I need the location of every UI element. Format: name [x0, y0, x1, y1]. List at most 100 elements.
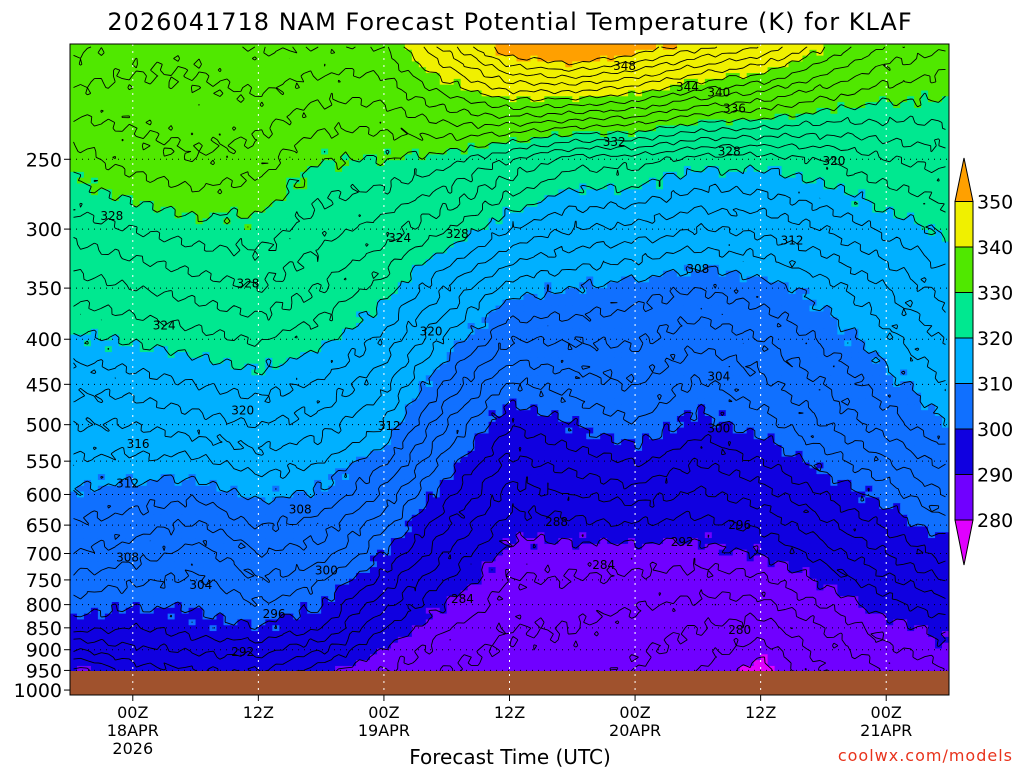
- contour-cell: [258, 73, 266, 79]
- contour-cell: [279, 108, 287, 114]
- contour-cell: [635, 271, 643, 277]
- contour-cell: [816, 56, 824, 62]
- contour-cell: [237, 253, 245, 259]
- contour-cell: [921, 114, 929, 120]
- contour-cell: [168, 253, 176, 259]
- contour-cell: [426, 56, 434, 62]
- contour-cell: [112, 131, 120, 137]
- contour-cell: [516, 247, 524, 253]
- contour-cell: [796, 149, 804, 155]
- contour-cell: [496, 207, 504, 213]
- contour-cell: [942, 137, 950, 143]
- contour-cell: [314, 236, 322, 242]
- contour-cell: [865, 79, 873, 85]
- contour-cell: [523, 149, 531, 155]
- contour-cell: [140, 125, 148, 131]
- contour-cell: [244, 102, 252, 108]
- contour-cell: [475, 178, 483, 184]
- contour-cell: [844, 96, 852, 102]
- contour-cell: [98, 91, 106, 97]
- contour-cell: [482, 137, 490, 143]
- contour-cell: [405, 143, 413, 149]
- contour-cell: [656, 247, 664, 253]
- contour-cell: [789, 224, 797, 230]
- contour-cell: [914, 154, 922, 160]
- contour-cell: [77, 259, 85, 265]
- contour-cell: [203, 166, 211, 172]
- contour-cell: [161, 91, 169, 97]
- contour-cell: [872, 265, 880, 271]
- contour-cell: [77, 143, 85, 149]
- contour-cell: [286, 125, 294, 131]
- contour-cell: [837, 85, 845, 91]
- contour-cell: [600, 73, 608, 79]
- contour-cell: [775, 218, 783, 224]
- contour-cell: [293, 131, 301, 137]
- contour-cell: [279, 131, 287, 137]
- contour-cell: [147, 218, 155, 224]
- contour-cell: [196, 125, 204, 131]
- contour-cell: [523, 137, 531, 143]
- contour-cell: [356, 44, 364, 50]
- contour-cell: [70, 67, 78, 73]
- contour-cell: [886, 224, 894, 230]
- contour-cell: [823, 125, 831, 131]
- contour-cell: [168, 50, 176, 56]
- contour-cell: [761, 96, 769, 102]
- contour-cell: [921, 172, 929, 178]
- contour-cell: [349, 242, 357, 248]
- contour-cell: [377, 85, 385, 91]
- contour-cell: [503, 166, 511, 172]
- contour-cell: [126, 120, 134, 126]
- contour-cell: [579, 178, 587, 184]
- contour-cell: [377, 50, 385, 56]
- contour-cell: [189, 178, 197, 184]
- contour-cell: [363, 96, 371, 102]
- contour-cell: [342, 120, 350, 126]
- contour-cell: [740, 213, 748, 219]
- contour-cell: [893, 224, 901, 230]
- contour-cell: [677, 218, 685, 224]
- contour-cell: [307, 189, 315, 195]
- contour-cell: [328, 120, 336, 126]
- contour-cell: [921, 50, 929, 56]
- contour-cell: [886, 96, 894, 102]
- contour-cell: [740, 201, 748, 207]
- contour-cell: [140, 91, 148, 97]
- contour-cell: [503, 213, 511, 219]
- contour-cell: [140, 154, 148, 160]
- contour-cell: [523, 213, 531, 219]
- contour-cell: [223, 253, 231, 259]
- contour-cell: [754, 172, 762, 178]
- contour-cell: [272, 213, 280, 219]
- contour-cell: [454, 114, 462, 120]
- contour-cell: [189, 96, 197, 102]
- contour-cell: [272, 61, 280, 67]
- contour-cell: [237, 224, 245, 230]
- contour-cell: [516, 79, 524, 85]
- contour-cell: [544, 44, 552, 50]
- contour-cell: [572, 85, 580, 91]
- contour-cell: [698, 242, 706, 248]
- contour-cell: [161, 120, 169, 126]
- contour-cell: [523, 224, 531, 230]
- contour-cell: [265, 91, 273, 97]
- contour-cell: [258, 61, 266, 67]
- contour-cell: [161, 259, 169, 265]
- contour-cell: [600, 120, 608, 126]
- contour-cell: [475, 96, 483, 102]
- contour-cell: [210, 230, 218, 236]
- contour-cell: [279, 61, 287, 67]
- contour-cell: [551, 67, 559, 73]
- contour-cell: [558, 44, 566, 50]
- contour-cell: [384, 195, 392, 201]
- contour-cell: [140, 44, 148, 50]
- contour-cell: [872, 201, 880, 207]
- contour-cell: [77, 189, 85, 195]
- contour-cell: [942, 218, 950, 224]
- contour-cell: [844, 160, 852, 166]
- contour-cell: [210, 236, 218, 242]
- contour-cell: [182, 160, 190, 166]
- contour-cell: [663, 259, 671, 265]
- contour-cell: [189, 154, 197, 160]
